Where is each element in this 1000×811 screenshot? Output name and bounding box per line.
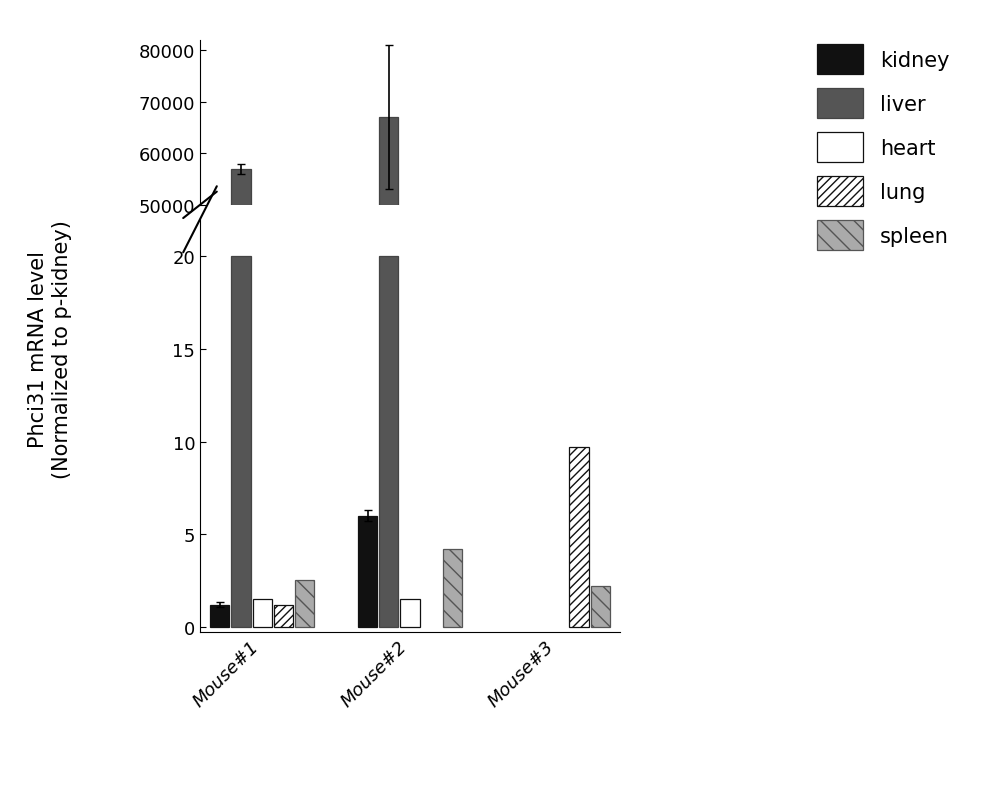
Bar [231, 169, 251, 463]
Bar [210, 605, 229, 627]
Bar [591, 586, 610, 627]
Bar [358, 516, 377, 627]
Bar [274, 605, 293, 627]
Bar [253, 599, 272, 627]
Bar [569, 448, 589, 627]
Bar [231, 257, 251, 627]
Legend: kidney, liver, heart, lung, spleen: kidney, liver, heart, lung, spleen [807, 35, 960, 261]
Bar [443, 549, 462, 627]
Bar [400, 599, 420, 627]
Bar [379, 257, 398, 627]
Bar [379, 118, 398, 463]
Bar [295, 581, 314, 627]
Text: Phci31 mRNA level
(Normalized to p-kidney): Phci31 mRNA level (Normalized to p-kidne… [28, 220, 72, 478]
